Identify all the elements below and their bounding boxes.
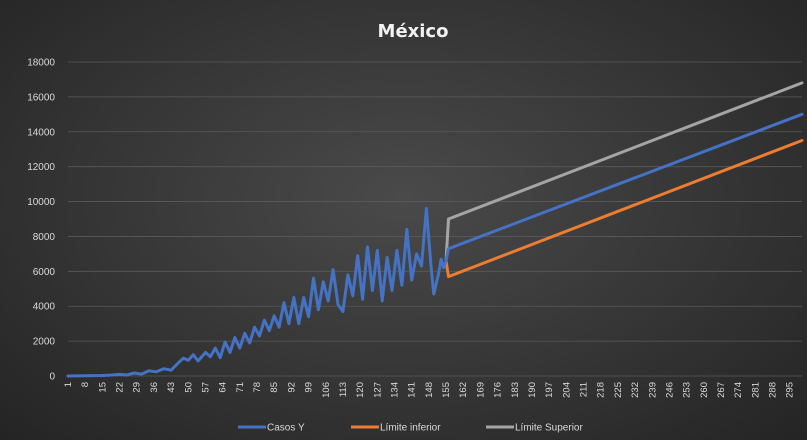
x-tick-label: 85	[269, 382, 280, 393]
x-tick-label: 57	[200, 382, 211, 393]
x-tick-label: 253	[682, 382, 693, 398]
y-tick-label: 4000	[33, 302, 56, 313]
x-tick-label: 169	[475, 382, 486, 398]
x-tick-label: 267	[716, 382, 727, 398]
x-tick-label: 29	[132, 382, 143, 393]
x-tick-label: 204	[561, 382, 572, 398]
y-tick-label: 2000	[33, 337, 56, 348]
series-lines	[66, 81, 804, 378]
x-tick-label: 15	[97, 382, 108, 393]
series-line-2	[444, 81, 804, 263]
x-tick-label: 155	[441, 382, 452, 398]
x-tick-label: 211	[579, 382, 590, 397]
y-tick-label: 12000	[27, 162, 55, 173]
x-tick-label: 239	[647, 382, 658, 398]
series-line-0	[66, 112, 804, 378]
x-tick-label: 8	[80, 382, 91, 387]
grid-lines	[68, 61, 802, 377]
x-tick-label: 36	[149, 382, 160, 393]
x-tick-label: 92	[286, 382, 297, 393]
x-tick-label: 274	[733, 382, 744, 398]
x-tick-label: 120	[355, 382, 366, 398]
x-tick-label: 197	[544, 382, 555, 398]
legend: Casos Y Límite inferior Límite Superior	[238, 423, 583, 434]
x-tick-label: 281	[750, 382, 761, 398]
legend-label: Límite inferior	[380, 423, 441, 434]
y-tick-label: 10000	[27, 197, 55, 208]
x-tick-label: 218	[596, 382, 607, 398]
x-tick-label: 22	[115, 382, 126, 393]
x-tick-label: 288	[768, 382, 779, 398]
y-tick-label: 16000	[27, 92, 55, 103]
x-tick-label: 295	[785, 382, 796, 398]
x-tick-label: 64	[218, 382, 229, 393]
x-tick-label: 148	[424, 382, 435, 398]
y-tick-label: 8000	[33, 232, 56, 243]
x-tick-label: 232	[630, 382, 641, 398]
x-tick-label: 78	[252, 382, 263, 393]
x-tick-label: 225	[613, 382, 624, 398]
x-tick-label: 134	[389, 382, 400, 398]
y-axis-ticks: 0 2000 4000 6000 8000 10000 12000 14000 16000 180…	[27, 58, 55, 383]
x-axis-ticks: 1 8 15 22 29 36 43 50 57 64 71 78 85 92 99 106 113 120 127…	[63, 382, 796, 398]
x-tick-label: 1	[63, 382, 74, 387]
x-tick-label: 183	[510, 382, 521, 398]
x-tick-label: 113	[338, 382, 349, 397]
chart-title: México	[378, 21, 449, 42]
x-tick-label: 106	[321, 382, 332, 398]
y-tick-label: 0	[49, 372, 55, 383]
y-tick-label: 14000	[27, 127, 55, 138]
x-tick-label: 50	[183, 382, 194, 393]
x-tick-label: 190	[527, 382, 538, 398]
x-tick-label: 71	[235, 382, 246, 393]
y-tick-label: 6000	[33, 267, 56, 278]
series-line-1	[444, 139, 804, 279]
y-tick-label: 18000	[27, 58, 55, 69]
x-tick-label: 99	[304, 382, 315, 393]
x-tick-label: 260	[699, 382, 710, 398]
legend-label: Límite Superior	[515, 423, 583, 434]
legend-label: Casos Y	[267, 423, 305, 434]
x-tick-label: 127	[372, 382, 383, 398]
x-tick-label: 246	[664, 382, 675, 398]
x-tick-label: 176	[493, 382, 504, 398]
x-tick-label: 162	[458, 382, 469, 398]
x-tick-label: 141	[407, 382, 418, 398]
x-tick-label: 43	[166, 382, 177, 393]
